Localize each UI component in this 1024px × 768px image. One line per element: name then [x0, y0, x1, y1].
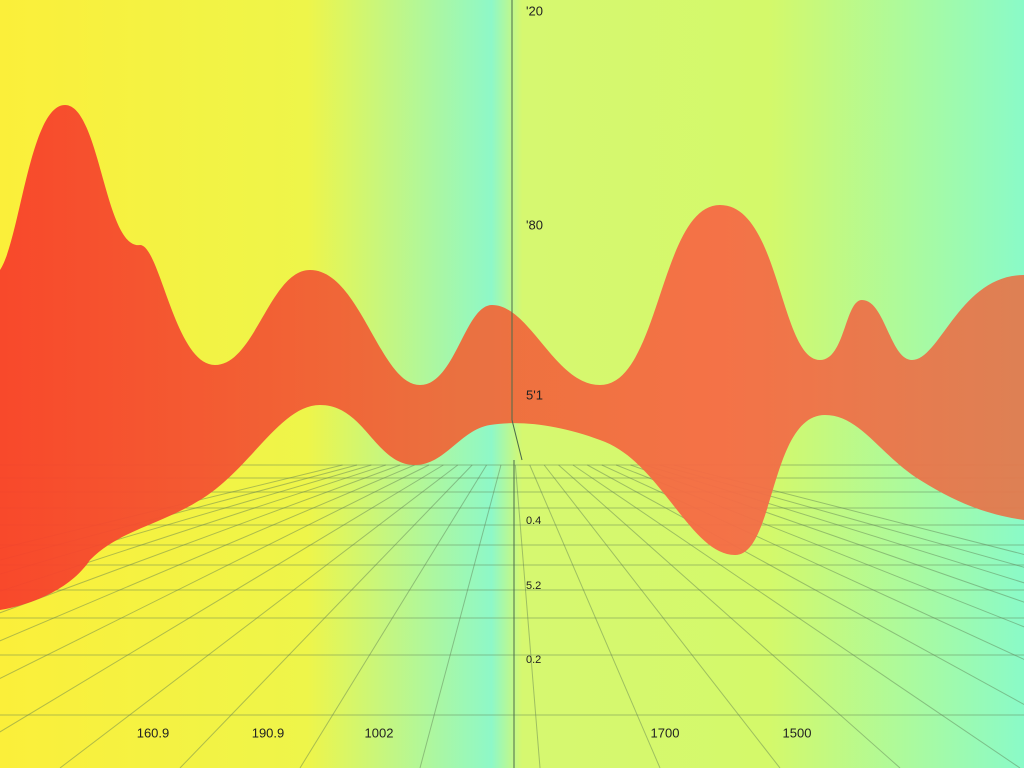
vertical-labels: '20 '80 5'1 0.4 5.2 0.2 — [526, 3, 543, 665]
grid-line — [587, 464, 1024, 705]
grid-line — [419, 464, 502, 768]
grid-line — [59, 464, 459, 768]
grid-line — [659, 464, 1024, 568]
grid-line — [558, 464, 901, 768]
axis-label: 0.4 — [526, 515, 541, 527]
grid-line — [630, 464, 1024, 603]
axis-label: 1002 — [365, 725, 394, 740]
grid-line — [179, 464, 473, 768]
grid-line — [0, 464, 430, 679]
grid-line — [543, 464, 781, 768]
grid-line — [572, 464, 1021, 768]
grid-line — [644, 464, 1024, 584]
axis-label: '80 — [526, 217, 543, 232]
axis-label: 190.9 — [252, 725, 285, 740]
grid-line — [0, 464, 401, 614]
grid-line — [0, 464, 372, 575]
grid-line — [0, 464, 386, 592]
axis-label: 160.9 — [137, 725, 170, 740]
grid-line — [514, 464, 541, 768]
axis — [511, 419, 523, 461]
axis-label: 1700 — [651, 725, 680, 740]
grid-line — [299, 464, 487, 768]
grid-line — [673, 464, 1024, 555]
grid-line — [0, 464, 444, 733]
axis-label: 1500 — [783, 725, 812, 740]
grid-line — [529, 464, 661, 768]
grid-line — [0, 464, 415, 642]
horizontal-labels: 160.9 190.9 1002 1700 1500 — [137, 725, 812, 740]
axis-label: 0.2 — [526, 654, 541, 666]
axis-label: 5.2 — [526, 580, 541, 592]
axis-label: '20 — [526, 3, 543, 18]
axis-label: 5'1 — [526, 387, 543, 402]
